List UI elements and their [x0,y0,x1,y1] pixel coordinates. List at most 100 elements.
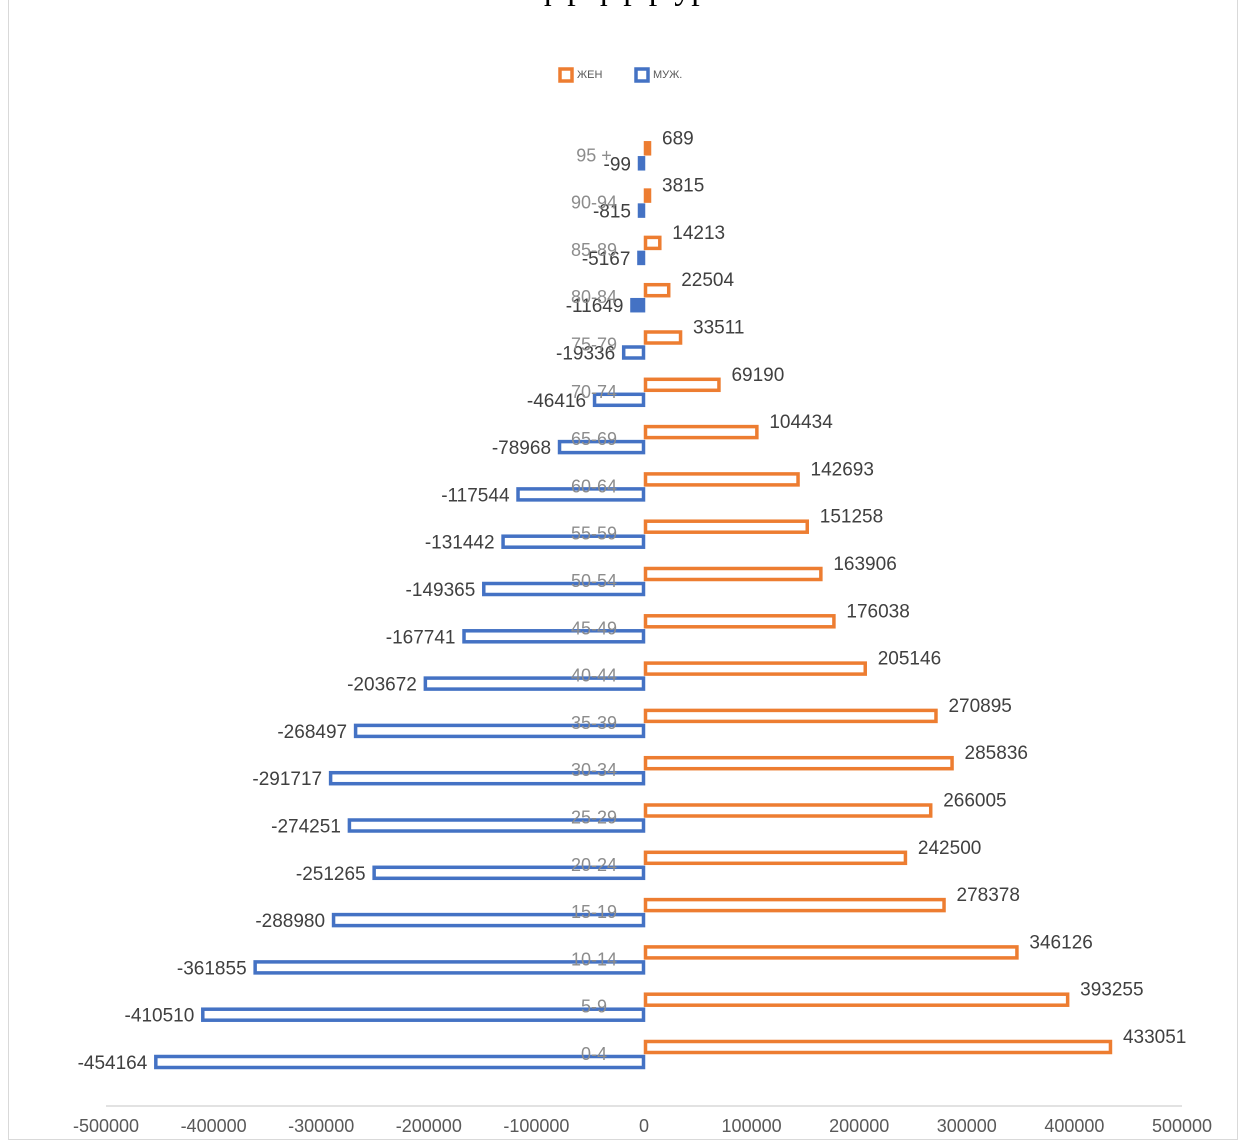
bar-male-70-74 [592,392,646,408]
data-label-male-80-84: -11649 [566,296,624,317]
data-label-male-70-74: -46416 [527,391,586,412]
data-label-male-45-49: -167741 [386,627,456,648]
bar-female-35-39 [643,708,938,724]
data-label-female-35-39: 270895 [948,696,1011,717]
data-label-male-95 +: -99 [604,154,631,175]
bar-male-0-4 [154,1054,646,1070]
data-label-male-65-69: -78968 [492,438,551,459]
bar-male-60-64 [516,487,646,502]
x-tick-label: -200000 [396,1116,462,1136]
data-label-male-60-64: -117544 [441,485,510,506]
bar-male-10-14 [253,960,646,975]
data-label-male-15-19: -288980 [255,911,325,932]
bar-male-75-79 [621,345,646,360]
category-label-10-14: 10-14 [571,949,617,969]
data-label-female-40-44: 205146 [878,649,941,670]
bar-male-90-94 [637,203,646,218]
data-label-male-90-94: -815 [593,202,631,223]
bar-female-20-24 [643,850,908,866]
data-label-male-85-89: -5167 [582,249,631,270]
data-label-male-5-9: -410510 [125,1006,195,1027]
bar-female-50-54 [643,566,823,582]
data-label-female-90-94: 3815 [662,176,704,197]
legend-swatch-МУЖ. [634,67,650,83]
category-label-65-69: 65-69 [571,429,617,449]
bar-female-0-4 [643,1039,1113,1055]
bar-female-65-69 [643,424,759,440]
category-label-60-64: 60-64 [571,476,617,496]
data-label-male-75-79: -19336 [556,344,615,365]
data-label-female-60-64: 142693 [811,459,874,480]
data-label-female-10-14: 346126 [1029,932,1092,953]
data-label-male-25-29: -274251 [271,817,341,838]
data-label-female-45-49: 176038 [846,601,909,622]
bar-female-70-74 [643,377,721,393]
category-label-40-44: 40-44 [571,666,617,686]
x-tick-label: -300000 [288,1116,354,1136]
bar-female-55-59 [643,519,810,534]
data-label-female-5-9: 393255 [1080,980,1143,1001]
category-label-20-24: 20-24 [571,855,617,875]
bar-female-15-19 [643,897,946,913]
legend-label-ЖЕН: ЖЕН [577,69,602,81]
bar-female-25-29 [643,803,933,818]
category-label-5-9: 5-9 [581,997,607,1017]
data-label-female-15-19: 278378 [957,885,1020,906]
labels: 433051 -454164 0-4 393255 -410510 5-9 346126 -3… [78,128,1187,1074]
data-label-female-85-89: 14213 [672,223,725,244]
data-label-female-30-34: 285836 [965,743,1028,764]
category-label-50-54: 50-54 [571,571,617,591]
x-tick-label: 0 [639,1116,649,1136]
bar-female-45-49 [643,614,836,629]
category-label-35-39: 35-39 [571,713,617,733]
x-tick-label: -400000 [181,1116,247,1136]
category-label-75-79: 75-79 [571,335,617,355]
data-label-female-0-4: 433051 [1123,1027,1186,1048]
bar-male-40-44 [423,676,646,691]
x-tick-label: -500000 [73,1116,139,1136]
bar-male-35-39 [353,723,646,739]
x-tick-label: 300000 [937,1116,997,1136]
data-label-male-0-4: -454164 [78,1053,148,1074]
data-label-male-50-54: -149365 [406,580,476,601]
data-label-male-10-14: -361855 [177,958,247,979]
legend-swatch-ЖЕН [558,67,574,83]
bar-female-30-34 [643,755,954,771]
bar-male-30-34 [328,770,646,786]
chart-area [8,0,1238,1140]
x-tick-label: 100000 [722,1116,782,1136]
bar-male-20-24 [372,865,646,881]
data-label-female-55-59: 151258 [820,507,883,528]
bar-female-60-64 [643,472,800,487]
bar-female-5-9 [643,992,1070,1007]
bars [154,141,1113,1070]
data-label-female-95 +: 689 [662,128,694,149]
bar-female-80-84 [643,282,671,298]
category-label-30-34: 30-34 [571,760,617,780]
data-label-male-35-39: -268497 [277,722,347,743]
category-label-70-74: 70-74 [571,382,617,402]
x-axis: -500000 -400000 -300000 -200000 -100000 0 1000… [73,1105,1212,1136]
bar-male-25-29 [347,818,646,833]
bar-female-75-79 [643,330,683,345]
category-label-85-89: 85-89 [571,240,617,260]
data-label-female-20-24: 242500 [918,838,981,859]
x-tick-label: 200000 [829,1116,889,1136]
data-label-female-70-74: 69190 [731,365,784,386]
bar-male-50-54 [482,581,646,597]
bar-female-90-94 [643,188,652,203]
chart-title-fragment: ф р ф р р ур [0,0,1245,8]
data-label-male-55-59: -131442 [425,533,495,554]
bar-male-80-84 [630,297,646,313]
x-tick-label: 400000 [1044,1116,1104,1136]
bar-male-5-9 [201,1007,646,1022]
data-label-female-80-84: 22504 [681,270,734,291]
category-label-25-29: 25-29 [571,808,617,828]
bar-male-85-89 [637,250,646,266]
data-label-female-25-29: 266005 [943,791,1006,812]
data-label-male-30-34: -291717 [252,769,322,790]
bar-male-15-19 [331,912,646,928]
bar-female-40-44 [643,661,867,676]
bar-female-85-89 [643,235,662,251]
